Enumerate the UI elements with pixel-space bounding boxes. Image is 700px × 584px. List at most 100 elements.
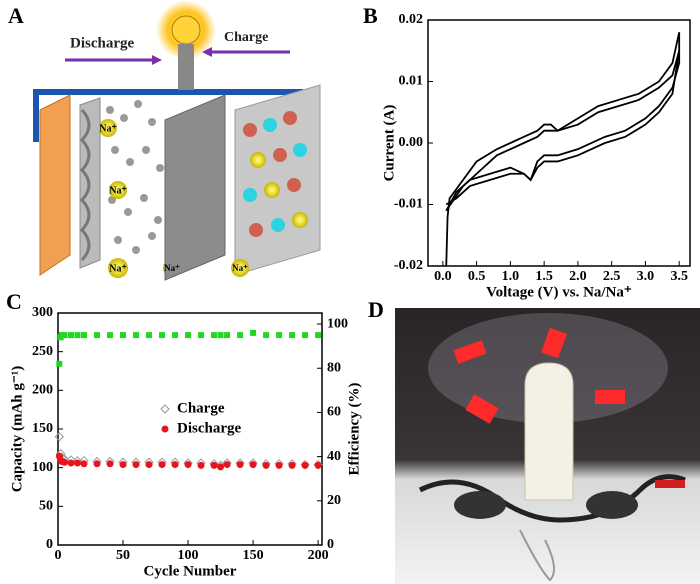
data-point <box>249 461 257 469</box>
plot-frame <box>427 19 691 267</box>
x-tick-label: 200 <box>308 548 329 563</box>
fiber-twist <box>79 108 91 262</box>
data-point <box>288 461 296 469</box>
data-point <box>171 461 179 469</box>
charge-label: Charge <box>224 30 268 45</box>
data-point <box>80 460 88 468</box>
y-tick-label: 150 <box>32 421 53 436</box>
x-tick-label: 100 <box>178 548 199 563</box>
illustration: Discharge Charge Na⁺ Na⁺ Na⁺ Na⁺ Na⁺ <box>33 0 321 281</box>
coin-cell <box>586 491 638 519</box>
x-tick-label: 3.0 <box>637 269 655 284</box>
x-tick-label: 1.0 <box>502 269 520 284</box>
y-tick-label: 50 <box>39 499 53 514</box>
y-tick-label: 300 <box>32 305 53 320</box>
data-point <box>94 332 101 339</box>
y2-tick-label: 0 <box>327 537 334 552</box>
data-point <box>289 332 296 339</box>
data-point <box>74 332 81 339</box>
y-tick-label: -0.01 <box>394 197 423 212</box>
data-point <box>217 463 225 471</box>
data-point <box>263 332 270 339</box>
cathode <box>234 84 321 276</box>
data-point <box>158 461 166 469</box>
x-tick-label: 2.5 <box>603 269 621 284</box>
data-point <box>236 461 244 469</box>
bulb <box>171 15 201 45</box>
data-point <box>276 332 283 339</box>
led-text <box>453 327 625 424</box>
data-point <box>301 461 309 469</box>
data-point <box>197 461 205 469</box>
y-tick-label: 0 <box>46 537 53 552</box>
data-point <box>159 332 166 339</box>
y-axis-title: Current (A) <box>381 105 397 182</box>
arrowhead <box>152 55 162 65</box>
data-point <box>106 460 114 468</box>
x-tick-label: 2.0 <box>569 269 587 284</box>
data-point <box>211 332 218 339</box>
ion-label: Na⁺ <box>109 185 127 196</box>
data-point <box>172 332 179 339</box>
data-point <box>262 461 270 469</box>
current-collector <box>39 94 71 276</box>
data-point <box>119 461 127 469</box>
data-point <box>198 332 205 339</box>
data-point <box>54 432 65 442</box>
y-tick-label: 0.00 <box>399 135 424 150</box>
coin-cell <box>454 491 506 519</box>
y-tick-label: -0.02 <box>394 258 423 273</box>
data-point <box>74 459 82 467</box>
cathode-atoms <box>231 111 308 277</box>
data-point <box>224 332 231 339</box>
bulb-base <box>178 44 194 90</box>
ion-label: Na⁺ <box>232 263 248 273</box>
ion-label: Na⁺ <box>164 263 180 273</box>
data-point <box>68 332 75 339</box>
data-point <box>67 459 75 467</box>
data-point <box>185 332 192 339</box>
y2-tick-label: 40 <box>327 449 341 464</box>
data-point <box>302 332 309 339</box>
data-point <box>145 461 153 469</box>
data-point <box>237 332 244 339</box>
data-point <box>120 332 127 339</box>
data-point <box>81 332 88 339</box>
y-axis-title: Capacity (mAh g⁻¹) <box>9 366 25 493</box>
x-tick-label: 0.0 <box>434 269 452 284</box>
x-axis-title: Voltage (V) vs. Na/Na⁺ <box>486 284 632 300</box>
atoms <box>106 100 164 254</box>
data-point <box>223 461 231 469</box>
data-point <box>93 460 101 468</box>
panel-label: A <box>8 3 24 28</box>
cv-curve <box>445 50 681 212</box>
data-point <box>61 458 69 466</box>
x-tick-label: 1.5 <box>535 269 553 284</box>
x-tick-label: 150 <box>243 548 264 563</box>
x-tick-label: 50 <box>116 548 130 563</box>
legend-marker <box>160 404 170 414</box>
data-point <box>61 332 68 339</box>
data-point <box>314 461 322 469</box>
y-tick-label: 100 <box>32 460 53 475</box>
data-point <box>133 332 140 339</box>
x-axis-title: Cycle Number <box>144 563 237 579</box>
data-point <box>56 360 63 367</box>
y-tick-label: 250 <box>32 344 53 359</box>
data-point <box>146 332 153 339</box>
y2-axis-title: Efficiency (%) <box>346 383 362 476</box>
clip <box>655 480 685 488</box>
legend-label: Discharge <box>177 420 241 436</box>
data-point <box>315 332 322 339</box>
arrowhead <box>202 47 212 57</box>
data-point <box>250 329 257 336</box>
data-point <box>184 461 192 469</box>
x-tick-label: 0 <box>55 548 62 563</box>
data-point <box>107 332 114 339</box>
panel-label: B <box>363 3 378 28</box>
legend-marker <box>161 425 169 433</box>
x-tick-label: 0.5 <box>468 269 486 284</box>
legend-label: Charge <box>177 400 225 416</box>
panel-label: D <box>368 297 384 322</box>
